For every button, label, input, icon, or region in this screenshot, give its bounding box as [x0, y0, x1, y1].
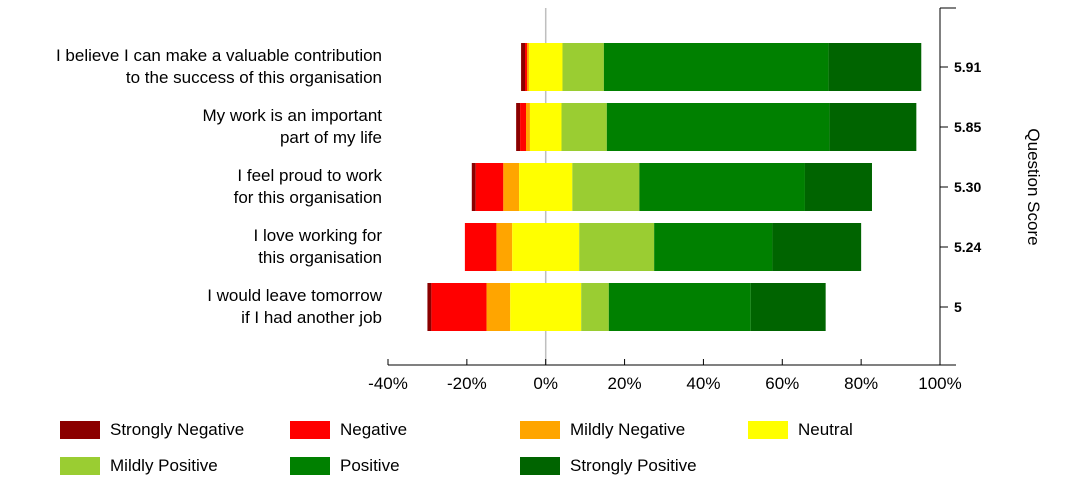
bar-segment-strongly-negative [516, 103, 521, 151]
bar-segment-negative [431, 283, 487, 331]
score-label: 5.91 [954, 59, 981, 75]
bar-segment-mildly-positive [579, 223, 655, 271]
score-label: 5 [954, 299, 962, 315]
secondary-axis-title: Question Score [1024, 128, 1043, 245]
bar-segment-mildly-positive [561, 103, 607, 151]
score-label: 5.85 [954, 119, 981, 135]
bar-segment-positive [603, 43, 829, 91]
bar-segment-neutral [510, 283, 582, 331]
legend-label: Negative [340, 420, 408, 439]
bar-segment-positive [608, 283, 751, 331]
diverging-bar-chart: I believe I can make a valuable contribu… [56, 7, 1043, 393]
score-label: 5.30 [954, 179, 981, 195]
x-tick-label: 60% [765, 374, 799, 393]
x-tick-label: -20% [447, 374, 487, 393]
bar-segment-mildly-negative [486, 283, 511, 331]
bars-layer [427, 8, 922, 365]
bar-segment-negative [520, 103, 526, 151]
bar-segment-strongly-negative [427, 283, 432, 331]
x-tick-label: 80% [844, 374, 878, 393]
x-tick-label: 100% [918, 374, 961, 393]
legend-item-neutral: Neutral [748, 420, 853, 440]
bar-segment-strongly-negative [471, 163, 476, 211]
category-label: My work is an important part of my life [203, 106, 383, 147]
bar-segment-strongly-positive [804, 163, 872, 211]
bar-segment-strongly-positive [772, 223, 862, 271]
legend-item-positive: Positive [290, 456, 400, 476]
legend-label: Positive [340, 456, 400, 475]
legend: Strongly Negative Negative Mildly Negative… [60, 420, 1040, 490]
category-label: I feel proud to work for this organisatio… [234, 166, 383, 207]
legend-swatch [60, 421, 100, 439]
bar-segment-positive [654, 223, 773, 271]
legend-item-strongly-negative: Strongly Negative [60, 420, 244, 440]
x-tick-label: 40% [686, 374, 720, 393]
legend-swatch [520, 421, 560, 439]
category-label: I would leave tomorrow if I had another j… [207, 286, 383, 327]
bar-segment-mildly-negative [526, 43, 529, 91]
legend-swatch [520, 457, 560, 475]
legend-swatch [748, 421, 788, 439]
x-tick-label: 20% [608, 374, 642, 393]
legend-label: Strongly Positive [570, 456, 697, 475]
legend-label: Mildly Negative [570, 420, 686, 439]
legend-label: Strongly Negative [110, 420, 245, 439]
bar-segment-strongly-positive [750, 283, 826, 331]
legend-item-strongly-positive: Strongly Positive [520, 456, 697, 476]
bar-segment-positive [606, 103, 830, 151]
legend-item-mildly-negative: Mildly Negative [520, 420, 685, 440]
legend-swatch [60, 457, 100, 475]
bar-segment-mildly-positive [581, 283, 609, 331]
category-labels: I believe I can make a valuable contribu… [56, 46, 383, 327]
legend-swatch [290, 421, 330, 439]
bar-segment-neutral [529, 103, 562, 151]
axes: 5.91 5.85 5.30 5.24 5 -40% -20% 0% 20% 40% 60% 80% 1… [368, 7, 981, 393]
category-label: I love working for this organisation [254, 226, 383, 267]
bar-segment-negative [464, 223, 497, 271]
legend-label: Mildly Positive [110, 456, 218, 475]
bar-segment-neutral [519, 163, 573, 211]
bar-segment-negative [525, 43, 527, 91]
legend-label: Neutral [798, 420, 853, 439]
x-tick-label: 0% [533, 374, 558, 393]
bar-segment-strongly-positive [829, 103, 917, 151]
bar-segment-neutral [528, 43, 563, 91]
legend-swatch [290, 457, 330, 475]
category-label: I believe I can make a valuable contribu… [56, 46, 382, 87]
legend-item-mildly-positive: Mildly Positive [60, 456, 218, 476]
x-tick-label: -40% [368, 374, 408, 393]
bar-segment-strongly-negative [521, 43, 526, 91]
bar-segment-mildly-positive [572, 163, 640, 211]
bar-segment-mildly-positive [562, 43, 604, 91]
bar-segment-strongly-positive [828, 43, 922, 91]
bar-segment-neutral [512, 223, 580, 271]
bar-segment-mildly-negative [503, 163, 520, 211]
bar-segment-negative [475, 163, 504, 211]
bar-segment-mildly-negative [496, 223, 513, 271]
bar-segment-positive [639, 163, 805, 211]
legend-item-negative: Negative [290, 420, 407, 440]
score-label: 5.24 [954, 239, 981, 255]
bar-segment-mildly-negative [526, 103, 530, 151]
